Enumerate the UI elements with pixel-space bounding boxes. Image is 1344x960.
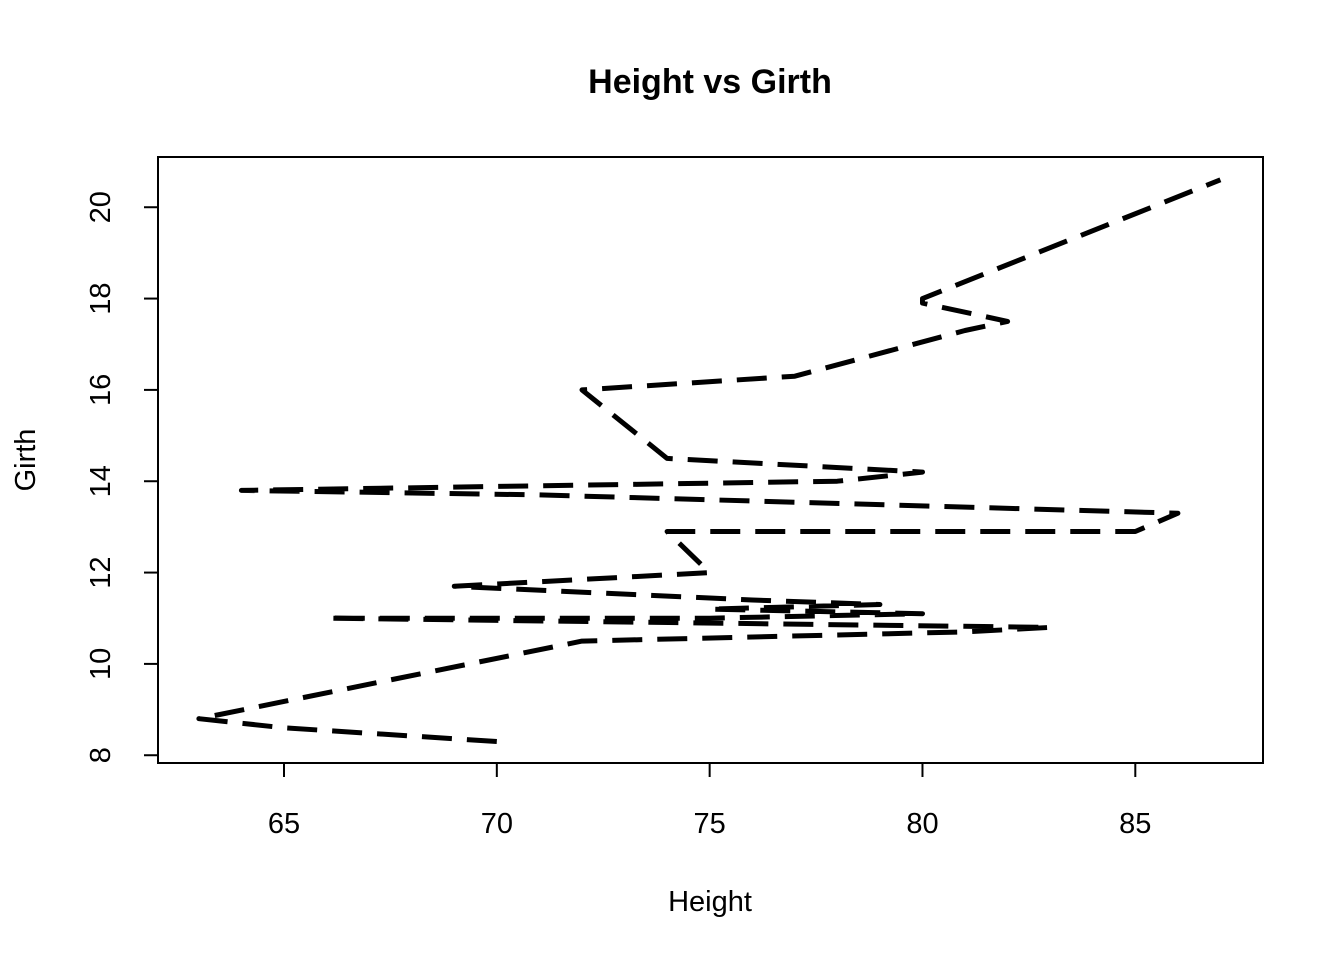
x-axis: 65 70 75 80 85 xyxy=(268,763,1151,840)
y-tick-label: 18 xyxy=(85,282,117,314)
y-tick-label: 12 xyxy=(85,556,117,588)
y-tick-label: 10 xyxy=(85,648,117,680)
x-tick-label: 85 xyxy=(1119,808,1151,840)
x-tick-label: 65 xyxy=(268,808,300,840)
data-series xyxy=(196,177,1222,744)
x-tick-label: 75 xyxy=(694,808,726,840)
y-tick-label: 14 xyxy=(85,465,117,497)
series-line xyxy=(196,177,1222,744)
y-tick-label: 16 xyxy=(85,374,117,406)
y-axis-label: Girth xyxy=(10,429,42,492)
x-axis-label: Height xyxy=(668,886,752,918)
y-tick-label: 8 xyxy=(85,747,117,763)
x-tick-label: 80 xyxy=(906,808,938,840)
chart-title: Height vs Girth xyxy=(588,63,832,101)
y-tick-label: 20 xyxy=(85,191,117,223)
x-tick-label: 70 xyxy=(481,808,513,840)
y-axis: 8 10 12 14 16 18 20 xyxy=(85,191,158,763)
